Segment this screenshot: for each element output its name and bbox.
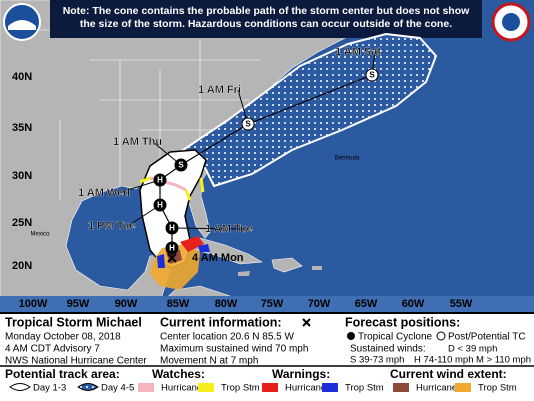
storm-advisory: 4 AM CDT Advisory 7	[5, 344, 100, 355]
post-tc-label: Post/Potential TC	[448, 332, 526, 343]
current-time-label: 4 AM Mon	[192, 252, 244, 264]
forecast-point	[365, 68, 379, 82]
place-label: Bermuda	[335, 156, 360, 162]
puerto-rico	[312, 266, 322, 270]
wind-category: S 39-73 mph	[350, 355, 404, 366]
current-line: Movement N at 7 mph	[160, 356, 258, 367]
forecast-point	[153, 198, 167, 212]
tc-symbol	[347, 332, 355, 340]
legend-swatch	[455, 383, 471, 392]
lon-label: 100W	[19, 298, 48, 310]
forecast-letter: H	[169, 244, 175, 253]
forecast-letter: H	[157, 176, 163, 185]
current-position	[167, 253, 177, 263]
legend-item: Hurricane	[285, 383, 326, 394]
lon-label: 95W	[67, 298, 90, 310]
forecast-point	[165, 241, 179, 255]
storm-title: Tropical Storm Michael	[5, 315, 142, 329]
lon-label: 65W	[355, 298, 378, 310]
track-time-label: 1 AM Thu	[113, 136, 162, 148]
legend-swatch	[9, 383, 31, 391]
winds-heading: Sustained winds:	[350, 344, 426, 355]
lat-label: 20N	[12, 260, 32, 272]
lon-label: 80W	[215, 298, 238, 310]
hurricane-warning	[180, 236, 204, 252]
place-label: Mexico	[30, 232, 50, 238]
legend-swatch	[262, 383, 278, 392]
legend-heading: Warnings:	[272, 367, 330, 381]
storm-office: NWS National Hurricane Center	[5, 356, 147, 367]
noaa-logo-wave	[8, 20, 36, 30]
legend-swatch	[138, 383, 154, 392]
forecast-letter: S	[245, 120, 251, 129]
note-band	[50, 0, 482, 38]
forecast-letter: H	[169, 224, 175, 233]
legend-item: Trop Stm	[478, 383, 517, 394]
current-heading: Current information:	[160, 315, 282, 329]
lon-label: 70W	[308, 298, 331, 310]
forecast-letter: S	[369, 71, 375, 80]
lat-label: 25N	[12, 217, 32, 229]
tc-label: Tropical Cyclone	[358, 332, 433, 343]
wind-category: M > 110 mph	[476, 355, 531, 366]
legend-item: Trop Stm	[345, 383, 384, 394]
forecast-letter: H	[157, 201, 163, 210]
cone-note: Note: The cone contains the probable pat…	[62, 5, 470, 30]
lon-label: 75W	[261, 298, 284, 310]
track-time-label: 1 PM Tue	[88, 220, 135, 232]
forecast-point	[174, 158, 188, 172]
wind-category: D < 39 mph	[448, 344, 497, 355]
lon-strip	[0, 296, 534, 312]
forecast-point	[153, 173, 167, 187]
legend-heading: Potential track area:	[5, 367, 120, 381]
legend-item: Trop Stm	[221, 383, 260, 394]
forecast-point	[165, 221, 179, 235]
legend-heading: Watches:	[152, 367, 205, 381]
legend-swatch	[322, 383, 338, 392]
track-time-label: 1 AM Tue	[205, 223, 253, 235]
legend-heading: Current wind extent:	[390, 367, 507, 381]
lat-label: 35N	[12, 122, 32, 134]
lon-label: 85W	[167, 298, 190, 310]
forecast-point	[241, 117, 255, 131]
current-line: Maximum sustained wind 70 mph	[160, 344, 308, 355]
wind-category: H 74-110 mph	[414, 355, 474, 366]
nws-logo-center	[502, 13, 520, 31]
trop-stm-watch	[139, 176, 205, 201]
lat-label: 30N	[12, 170, 32, 182]
legend-item: Day 4-5	[101, 383, 134, 394]
jamaica	[238, 271, 250, 276]
current-symbol	[302, 318, 311, 327]
track-time-label: 1 AM Sat	[335, 46, 381, 58]
forecast-heading: Forecast positions:	[345, 315, 460, 329]
post-tc-symbol	[436, 331, 446, 341]
label-leader	[171, 227, 246, 230]
legend-item: Hurricane	[416, 383, 457, 394]
current-line: Center location 20.6 N 85.5 W	[160, 332, 295, 343]
hispaniola	[271, 257, 303, 273]
lon-label: 55W	[450, 298, 473, 310]
trop-stm-warning	[157, 244, 210, 268]
storm-date: Monday October 08, 2018	[5, 332, 121, 343]
legend-item: Day 1-3	[33, 383, 66, 394]
label-leader	[117, 179, 161, 194]
lon-label: 90W	[115, 298, 138, 310]
legend-swatch	[393, 383, 409, 392]
legend-swatch	[77, 383, 99, 391]
legend-swatch	[198, 383, 214, 392]
lon-label: 60W	[402, 298, 425, 310]
legend-item: Hurricane	[161, 383, 202, 394]
forecast-letter: S	[178, 161, 184, 170]
track-time-label: 1 AM Wed	[78, 187, 130, 199]
lat-label: 40N	[12, 71, 32, 83]
track-time-label: 1 AM Fri	[198, 84, 241, 96]
